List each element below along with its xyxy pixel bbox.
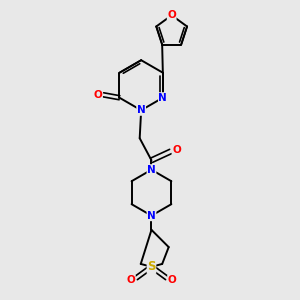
Text: O: O <box>167 10 176 20</box>
Text: O: O <box>172 145 181 155</box>
Text: N: N <box>147 211 156 221</box>
Text: S: S <box>147 260 156 273</box>
Text: O: O <box>94 90 102 100</box>
Text: N: N <box>158 93 167 103</box>
Text: O: O <box>127 275 135 285</box>
Text: N: N <box>137 105 146 115</box>
Text: O: O <box>168 275 176 285</box>
Text: N: N <box>147 165 156 175</box>
